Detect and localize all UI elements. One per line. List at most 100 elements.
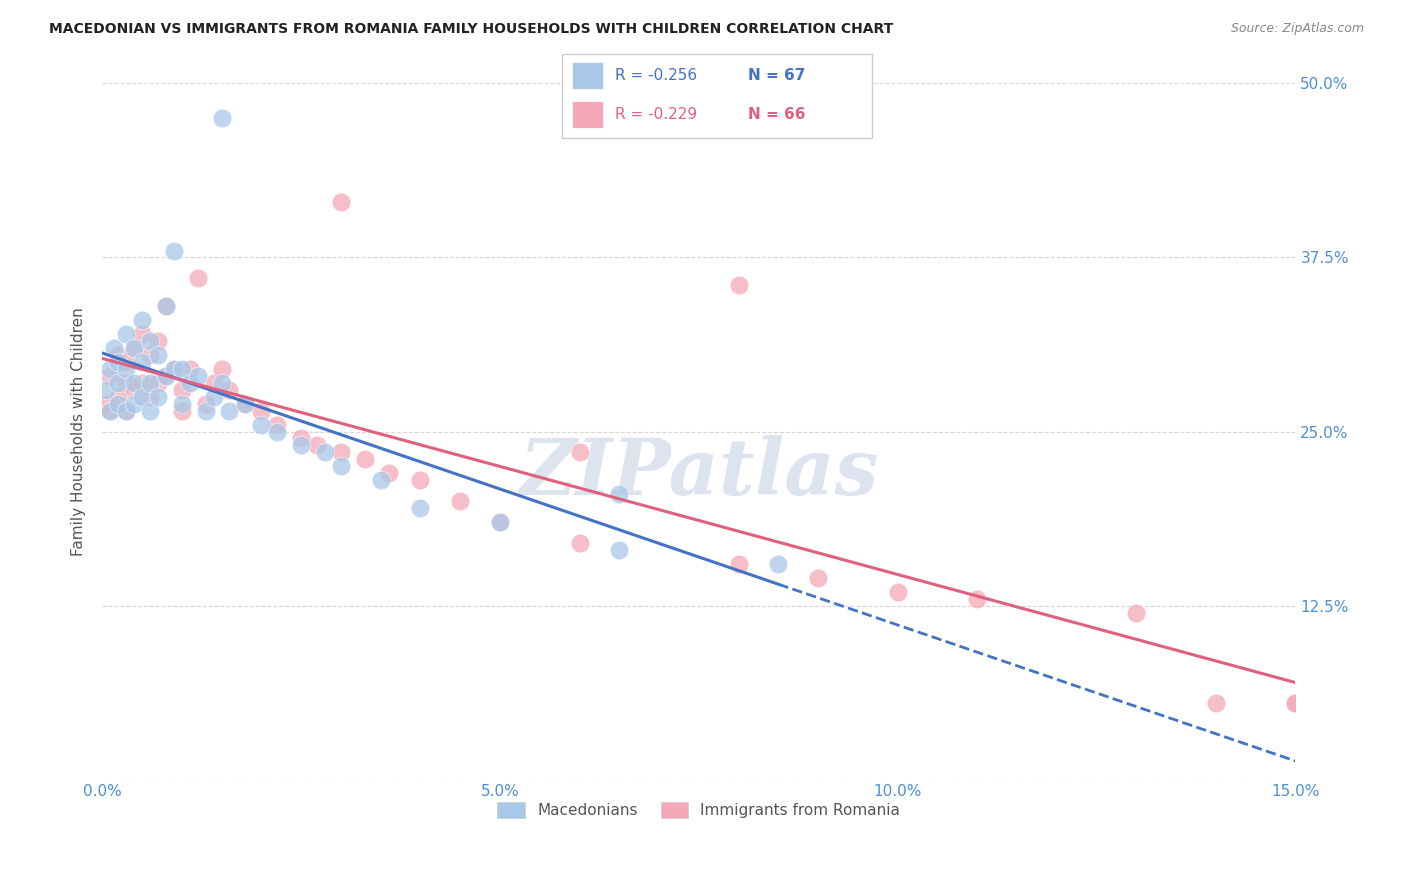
Y-axis label: Family Households with Children: Family Households with Children [72, 307, 86, 556]
Point [202, 390, 225, 404]
Point [179, 376, 201, 390]
Point [314, 445, 336, 459]
Point [329, 445, 352, 459]
Point [139, 390, 162, 404]
Point [377, 467, 399, 481]
Point [155, 368, 177, 383]
Point [107, 390, 129, 404]
Point [115, 355, 138, 369]
Point [98, 403, 121, 417]
Point [163, 362, 186, 376]
Point [187, 271, 209, 285]
Point [170, 403, 193, 417]
Bar [572, 62, 603, 89]
Point [409, 473, 432, 487]
Point [170, 362, 193, 376]
Point [194, 397, 217, 411]
Point [103, 341, 125, 355]
Point [449, 494, 471, 508]
Text: R = -0.229: R = -0.229 [614, 107, 697, 122]
Point [131, 376, 153, 390]
Point [131, 327, 153, 342]
Point [131, 313, 153, 327]
Point [146, 390, 169, 404]
Point [170, 383, 193, 397]
Point [179, 362, 201, 376]
Bar [572, 101, 603, 128]
Point [155, 299, 177, 313]
Point [568, 445, 591, 459]
Point [115, 403, 138, 417]
Text: Source: ZipAtlas.com: Source: ZipAtlas.com [1230, 22, 1364, 36]
Point [211, 112, 233, 126]
Point [329, 459, 352, 474]
Point [370, 473, 392, 487]
Point [139, 348, 162, 362]
Point [122, 341, 145, 355]
Point [409, 501, 432, 516]
Point [122, 341, 145, 355]
Point [1125, 606, 1147, 620]
Point [727, 278, 749, 293]
Point [98, 368, 121, 383]
Point [353, 452, 375, 467]
Point [96, 397, 118, 411]
Point [155, 368, 177, 383]
Point [489, 515, 512, 529]
Point [235, 397, 257, 411]
Point [107, 355, 129, 369]
Point [607, 487, 630, 501]
Text: ZIPatlas: ZIPatlas [519, 435, 879, 511]
Point [131, 390, 153, 404]
Point [98, 403, 121, 417]
Point [194, 403, 217, 417]
Point [966, 591, 988, 606]
Point [146, 348, 169, 362]
FancyBboxPatch shape [562, 54, 872, 138]
Point [146, 376, 169, 390]
Point [266, 417, 288, 432]
Point [170, 397, 193, 411]
Point [115, 376, 138, 390]
Point [1284, 696, 1306, 710]
Point [211, 376, 233, 390]
Point [250, 417, 273, 432]
Point [107, 376, 129, 390]
Point [218, 383, 240, 397]
Point [329, 194, 352, 209]
Point [250, 403, 273, 417]
Point [1205, 696, 1227, 710]
Point [115, 362, 138, 376]
Text: N = 67: N = 67 [748, 68, 806, 83]
Point [146, 334, 169, 348]
Point [107, 397, 129, 411]
Point [807, 571, 830, 585]
Point [211, 362, 233, 376]
Point [139, 403, 162, 417]
Point [107, 348, 129, 362]
Point [131, 355, 153, 369]
Text: MACEDONIAN VS IMMIGRANTS FROM ROMANIA FAMILY HOUSEHOLDS WITH CHILDREN CORRELATIO: MACEDONIAN VS IMMIGRANTS FROM ROMANIA FA… [49, 22, 893, 37]
Point [290, 438, 312, 452]
Point [218, 403, 240, 417]
Text: R = -0.256: R = -0.256 [614, 68, 697, 83]
Point [1284, 696, 1306, 710]
Point [115, 403, 138, 417]
Point [115, 327, 138, 342]
Point [139, 334, 162, 348]
Point [305, 438, 328, 452]
Point [727, 557, 749, 571]
Point [163, 244, 186, 258]
Point [607, 542, 630, 557]
Point [96, 383, 118, 397]
Point [163, 362, 186, 376]
Point [122, 383, 145, 397]
Legend: Macedonians, Immigrants from Romania: Macedonians, Immigrants from Romania [491, 796, 907, 824]
Point [886, 584, 908, 599]
Point [290, 432, 312, 446]
Point [155, 299, 177, 313]
Point [568, 536, 591, 550]
Point [122, 376, 145, 390]
Point [139, 376, 162, 390]
Point [235, 397, 257, 411]
